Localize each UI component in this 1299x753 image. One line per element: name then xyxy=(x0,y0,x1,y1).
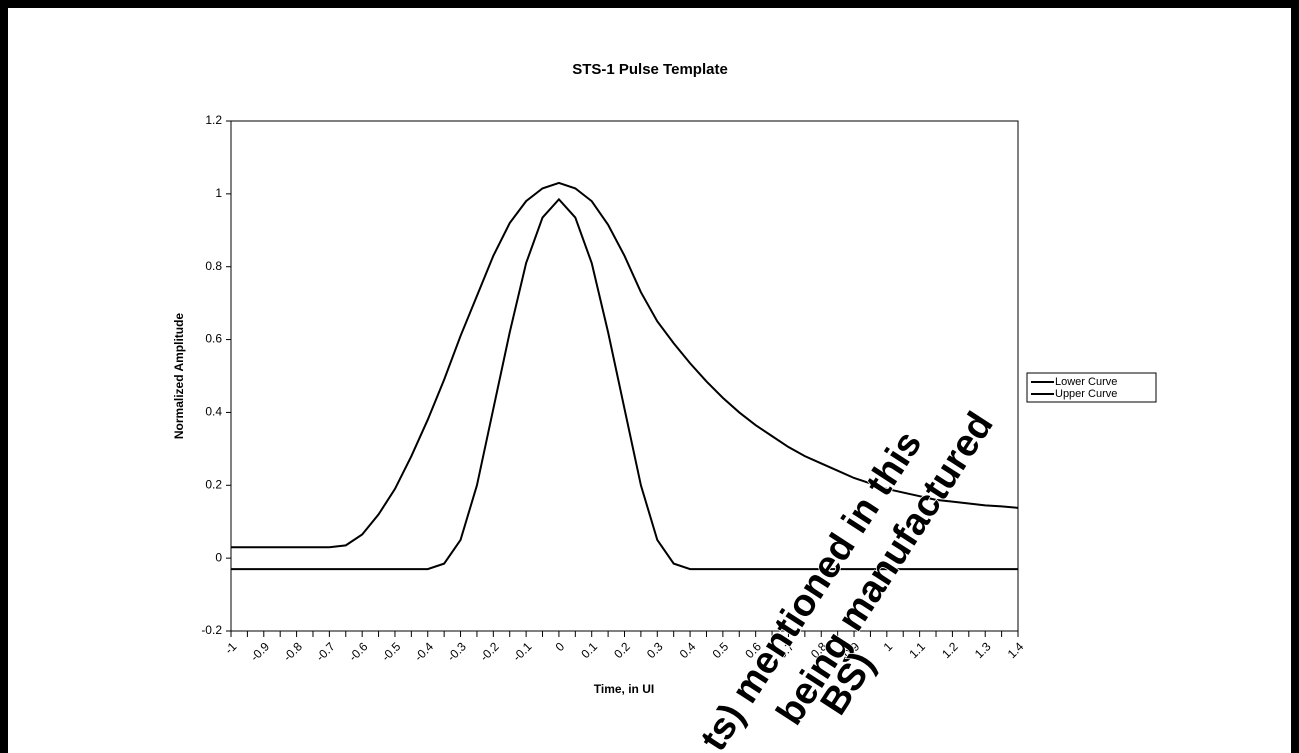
legend xyxy=(1026,372,1157,403)
y-axis-label: Normalized Amplitude xyxy=(172,313,186,440)
y-tick-label: 1.2 xyxy=(205,113,222,127)
series-line xyxy=(231,181,1019,549)
y-tick-label: 0.4 xyxy=(205,405,222,419)
y-tick-label: 1 xyxy=(215,186,222,200)
legend-label: Upper Curve xyxy=(1055,388,1117,400)
y-tick-label: 0.6 xyxy=(205,332,222,346)
x-axis-label: Time, in UI xyxy=(594,682,654,696)
legend-label: Lower Curve xyxy=(1055,376,1117,388)
y-tick-label: 0.2 xyxy=(205,477,222,491)
y-tick-label: -0.2 xyxy=(201,623,222,637)
y-tick-label: 0 xyxy=(215,550,222,564)
chart-title: STS-1 Pulse Template xyxy=(572,61,728,78)
series-line xyxy=(231,197,1018,571)
y-tick-label: 0.8 xyxy=(205,259,222,273)
